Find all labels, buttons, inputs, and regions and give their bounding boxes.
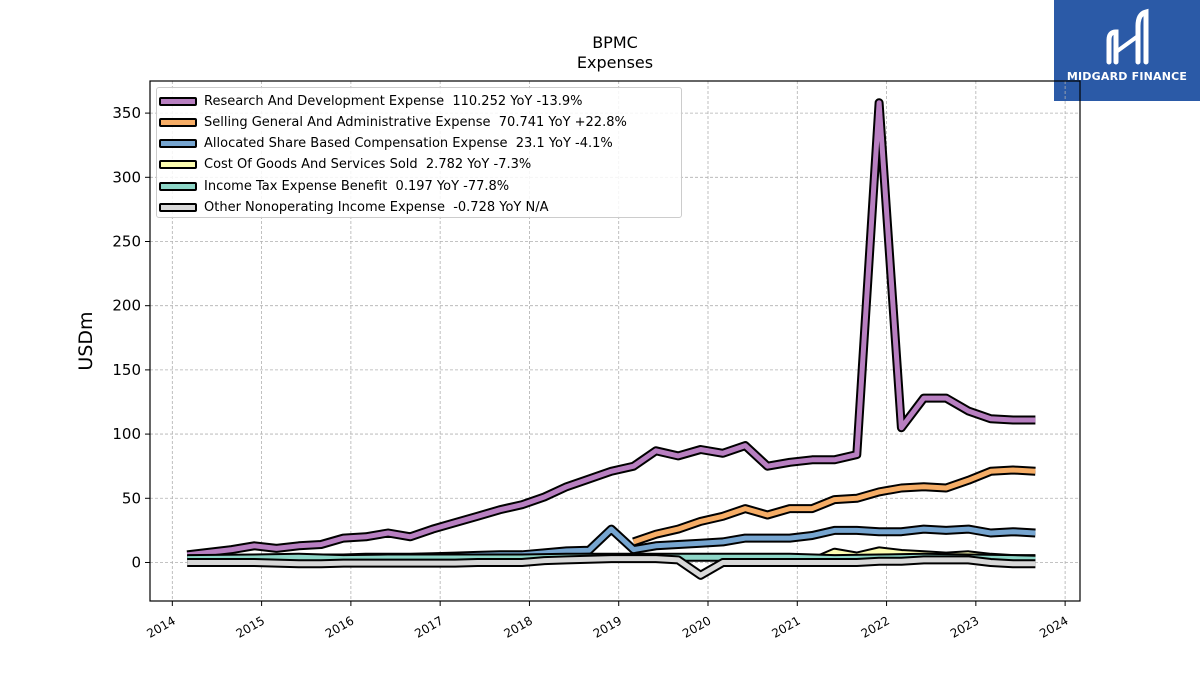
legend-entry: Income Tax Expense Benefit 0.197 YoY -77… bbox=[159, 177, 509, 195]
legend-swatch bbox=[159, 160, 197, 170]
chart-legend: Research And Development Expense 110.252… bbox=[156, 87, 682, 218]
legend-entry: Selling General And Administrative Expen… bbox=[159, 113, 627, 131]
x-tick-label: 2022 bbox=[859, 613, 892, 640]
legend-swatch bbox=[159, 96, 197, 106]
x-tick-label: 2015 bbox=[234, 613, 267, 640]
x-tick-label: 2014 bbox=[144, 613, 177, 640]
x-tick-label: 2017 bbox=[412, 613, 445, 640]
y-tick-label: 50 bbox=[122, 489, 141, 507]
legend-label: Other Nonoperating Income Expense -0.728… bbox=[204, 200, 549, 215]
series-line-other-nonoperating-income-expense bbox=[187, 556, 1036, 578]
y-tick-label: 250 bbox=[112, 232, 141, 250]
legend-swatch bbox=[159, 117, 197, 127]
y-tick-label: 200 bbox=[112, 297, 141, 315]
legend-label: Cost Of Goods And Services Sold 2.782 Yo… bbox=[204, 157, 532, 173]
legend-label: Income Tax Expense Benefit 0.197 YoY -77… bbox=[204, 178, 510, 194]
chart-title: BPMC bbox=[592, 33, 638, 52]
y-tick-label: 350 bbox=[112, 104, 141, 122]
legend-swatch bbox=[159, 181, 197, 191]
x-tick-label: 2021 bbox=[769, 613, 802, 640]
chart-subtitle: Expenses bbox=[576, 53, 654, 72]
y-tick-label: 300 bbox=[112, 168, 141, 186]
x-tick-label: 2023 bbox=[948, 613, 981, 640]
x-tick-label: 2024 bbox=[1037, 613, 1070, 640]
legend-entry: Other Nonoperating Income Expense -0.728… bbox=[159, 199, 549, 217]
x-tick-label: 2018 bbox=[501, 613, 534, 640]
logo-text: MIDGARD FINANCE bbox=[1066, 70, 1188, 83]
series-layer bbox=[186, 98, 1036, 580]
legend-entry: Allocated Share Based Compensation Expen… bbox=[159, 135, 613, 153]
midgard-logo-icon bbox=[1106, 8, 1149, 65]
legend-label: Research And Development Expense 110.252… bbox=[204, 93, 583, 109]
y-tick-label: 100 bbox=[112, 425, 141, 443]
brand-logo: MIDGARD FINANCE bbox=[1054, 0, 1200, 101]
legend-swatch bbox=[159, 139, 197, 149]
y-axis-label: USDm bbox=[75, 311, 97, 370]
series-line-selling-general-and-administrative-expense bbox=[632, 467, 1036, 545]
plot-frame bbox=[149, 80, 1081, 602]
series-line-research-and-development-expense bbox=[186, 100, 1036, 558]
legend-entry: Research And Development Expense 110.252… bbox=[159, 92, 582, 110]
legend-swatch bbox=[159, 203, 197, 212]
legend-entry: Cost Of Goods And Services Sold 2.782 Yo… bbox=[159, 156, 531, 174]
legend-label: Allocated Share Based Compensation Expen… bbox=[204, 136, 613, 152]
x-tick-label: 2016 bbox=[323, 613, 356, 640]
x-tick-label: 2020 bbox=[680, 613, 713, 640]
x-tick-label: 2019 bbox=[591, 613, 624, 640]
y-tick-label: 150 bbox=[112, 361, 141, 379]
legend-label: Selling General And Administrative Expen… bbox=[204, 114, 627, 130]
y-tick-label: 0 bbox=[131, 553, 141, 571]
